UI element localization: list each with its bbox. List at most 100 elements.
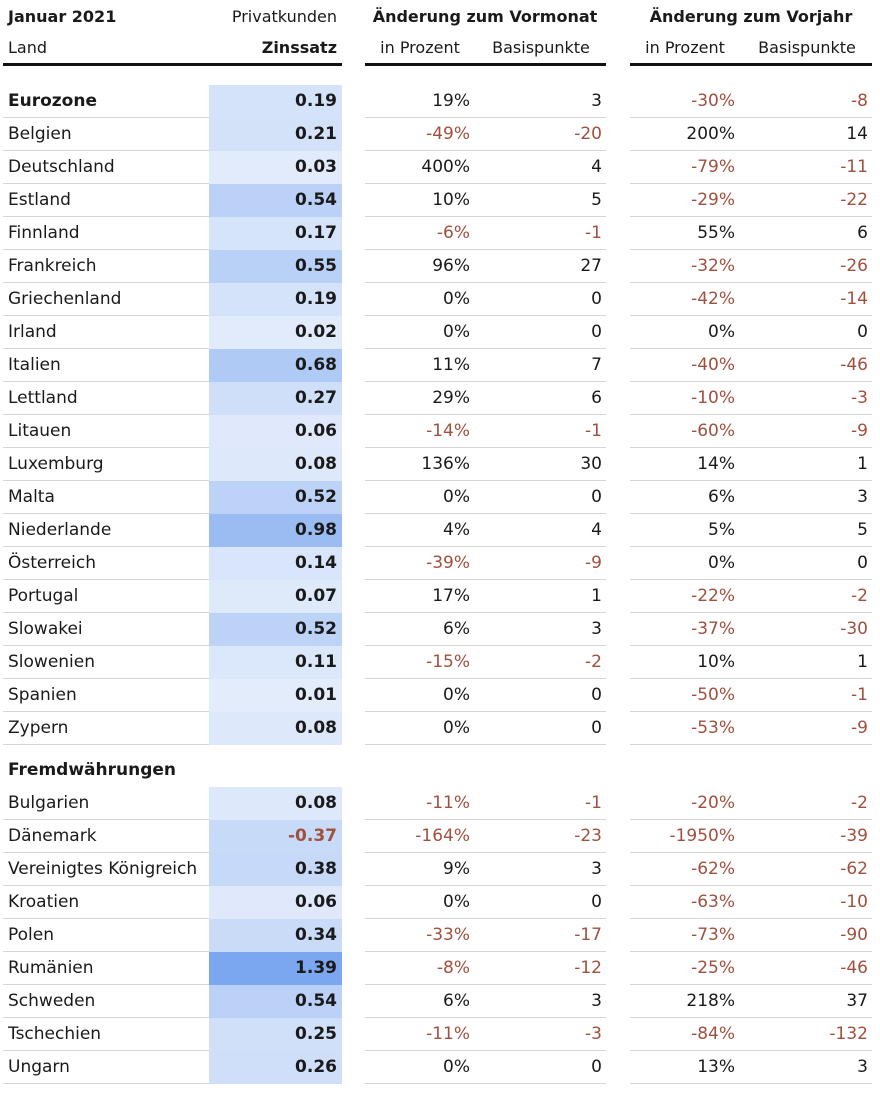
month-percent-cell: -11% xyxy=(426,1024,470,1044)
row-divider xyxy=(3,150,209,151)
rate-heat-cell xyxy=(209,118,342,151)
row-divider xyxy=(365,645,606,646)
month-bp-cell: 4 xyxy=(591,520,602,540)
rate-heat-cell xyxy=(209,820,342,853)
rate-heat-cell xyxy=(209,250,342,283)
rate-cell: 0.17 xyxy=(295,223,337,243)
year-bp-cell: -3 xyxy=(851,388,868,408)
month-bp-cell: 0 xyxy=(591,289,602,309)
row-divider xyxy=(365,951,606,952)
country-cell: Deutschland xyxy=(8,157,115,177)
rate-heat-cell xyxy=(209,349,342,382)
month-percent-cell: 0% xyxy=(443,685,470,705)
rate-cell: 0.01 xyxy=(295,685,337,705)
rate-heat-cell xyxy=(209,283,342,316)
row-divider xyxy=(630,414,872,415)
country-cell: Niederlande xyxy=(8,520,112,540)
rate-heat-cell xyxy=(209,985,342,1018)
row-divider xyxy=(365,711,606,712)
row-divider xyxy=(365,1017,606,1018)
year-percent-cell: 5% xyxy=(708,520,735,540)
year-percent-cell: -30% xyxy=(691,91,735,111)
month-percent-cell: 0% xyxy=(443,718,470,738)
row-divider xyxy=(630,150,872,151)
row-divider xyxy=(365,744,606,745)
year-bp-cell: -2 xyxy=(851,586,868,606)
row-divider xyxy=(630,711,872,712)
row-divider xyxy=(365,1083,606,1084)
rate-cell: 0.08 xyxy=(295,793,337,813)
rate-cell: 0.08 xyxy=(295,454,337,474)
month-bp-cell: 0 xyxy=(591,322,602,342)
year-percent-cell: 6% xyxy=(708,487,735,507)
year-bp-cell: 0 xyxy=(857,322,868,342)
row-divider xyxy=(630,447,872,448)
row-divider xyxy=(365,546,606,547)
row-divider xyxy=(3,852,209,853)
month-bp-cell: 0 xyxy=(591,892,602,912)
month-bp-cell: -23 xyxy=(574,826,602,846)
year-bp-cell: -14 xyxy=(840,289,868,309)
year-percent-cell: -29% xyxy=(691,190,735,210)
month-percent-cell: 0% xyxy=(443,322,470,342)
country-cell: Rumänien xyxy=(8,958,94,978)
rate-cell: 0.26 xyxy=(295,1057,337,1077)
rate-cell: 0.52 xyxy=(295,487,337,507)
row-divider xyxy=(630,918,872,919)
row-divider xyxy=(630,885,872,886)
country-cell: Lettland xyxy=(8,388,78,408)
row-divider xyxy=(365,216,606,217)
row-divider xyxy=(630,183,872,184)
rate-heat-cell xyxy=(209,514,342,547)
year-bp-cell: 37 xyxy=(846,991,868,1011)
year-percent-cell: -53% xyxy=(691,718,735,738)
country-cell: Finnland xyxy=(8,223,80,243)
row-divider xyxy=(3,951,209,952)
month-bp-cell: 0 xyxy=(591,718,602,738)
country-cell: Slowakei xyxy=(8,619,83,639)
group-header-year: Änderung zum Vorjahr xyxy=(649,7,853,26)
rate-cell: 0.11 xyxy=(295,652,337,672)
year-percent-cell: -10% xyxy=(691,388,735,408)
rate-cell: 0.02 xyxy=(295,322,337,342)
row-divider xyxy=(630,315,872,316)
row-divider xyxy=(3,1083,209,1084)
row-divider xyxy=(3,216,209,217)
row-divider xyxy=(3,918,209,919)
country-cell: Tschechien xyxy=(8,1024,102,1044)
column-header-month-bp: Basispunkte xyxy=(492,38,590,57)
rate-cell: 0.14 xyxy=(295,553,337,573)
month-percent-cell: 10% xyxy=(432,190,470,210)
rate-heat-cell xyxy=(209,547,342,580)
row-divider xyxy=(3,546,209,547)
year-bp-cell: -10 xyxy=(840,892,868,912)
month-percent-cell: 17% xyxy=(432,586,470,606)
year-bp-cell: -9 xyxy=(851,718,868,738)
year-percent-cell: -79% xyxy=(691,157,735,177)
country-cell: Polen xyxy=(8,925,55,945)
year-percent-cell: -42% xyxy=(691,289,735,309)
row-divider xyxy=(3,348,209,349)
year-percent-cell: -20% xyxy=(691,793,735,813)
year-percent-cell: -22% xyxy=(691,586,735,606)
country-cell: Österreich xyxy=(8,553,96,573)
year-percent-cell: 55% xyxy=(697,223,735,243)
month-percent-cell: 6% xyxy=(443,619,470,639)
month-percent-cell: -8% xyxy=(436,958,470,978)
year-percent-cell: 0% xyxy=(708,553,735,573)
month-bp-cell: 3 xyxy=(591,619,602,639)
rate-cell: 0.25 xyxy=(295,1024,337,1044)
row-divider xyxy=(365,117,606,118)
country-cell: Vereinigtes Königreich xyxy=(8,859,198,879)
country-cell: Malta xyxy=(8,487,55,507)
month-percent-cell: 0% xyxy=(443,1057,470,1077)
rate-heat-cell xyxy=(209,646,342,679)
country-cell: Litauen xyxy=(8,421,72,441)
row-divider xyxy=(630,612,872,613)
row-divider xyxy=(365,852,606,853)
row-divider xyxy=(3,117,209,118)
month-percent-cell: 0% xyxy=(443,487,470,507)
row-divider xyxy=(3,447,209,448)
row-divider xyxy=(630,579,872,580)
row-divider xyxy=(3,984,209,985)
